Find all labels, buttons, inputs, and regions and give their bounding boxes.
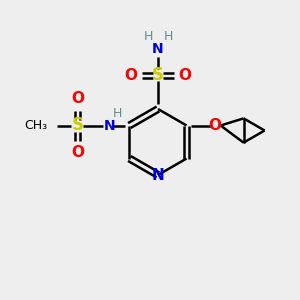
Text: S: S bbox=[71, 116, 83, 134]
Text: N: N bbox=[152, 42, 164, 56]
Text: O: O bbox=[71, 91, 84, 106]
Text: N: N bbox=[103, 118, 115, 133]
Text: O: O bbox=[178, 68, 191, 82]
Text: H: H bbox=[163, 31, 173, 44]
Text: N: N bbox=[152, 167, 164, 182]
Text: O: O bbox=[124, 68, 137, 82]
Text: O: O bbox=[208, 118, 221, 133]
Text: H: H bbox=[113, 107, 122, 120]
Text: CH₃: CH₃ bbox=[24, 119, 47, 132]
Text: S: S bbox=[152, 66, 164, 84]
Text: O: O bbox=[71, 145, 84, 160]
Text: H: H bbox=[143, 31, 153, 44]
